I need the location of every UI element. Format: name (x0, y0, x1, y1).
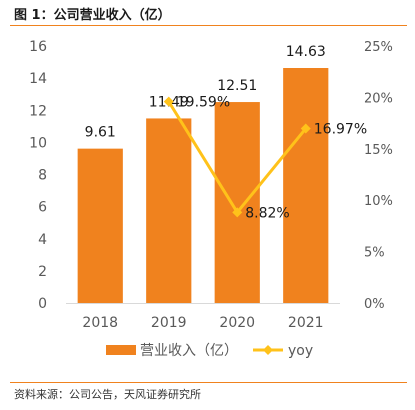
y-right-tick-label: 5% (364, 246, 385, 261)
yoy-data-label: 8.82% (245, 205, 289, 221)
legend-line-label: yoy (288, 343, 313, 359)
y-left-tick-label: 2 (38, 264, 47, 280)
bar-2019 (146, 118, 192, 304)
bar-data-label: 9.61 (85, 125, 116, 141)
source-note: 资料来源：公司公告，天风证券研究所 (14, 388, 201, 401)
y-right-tick-label: 15% (364, 143, 393, 158)
y-right-tick-label: 20% (364, 91, 393, 106)
y-right-tick-label: 0% (364, 297, 385, 312)
y-left-tick-label: 6 (38, 200, 47, 216)
yoy-point (232, 207, 243, 218)
legend-bar-swatch (106, 345, 136, 355)
x-tick-label: 2019 (151, 315, 187, 331)
figure-title: 图 1：公司营业收入（亿） (14, 8, 171, 23)
bar-2018 (77, 148, 123, 303)
bar-2021 (283, 68, 329, 304)
x-tick-label: 2020 (219, 315, 255, 331)
y-left-tick-label: 4 (38, 232, 47, 248)
top-rule (10, 25, 407, 26)
bar-data-label: 14.63 (286, 44, 326, 60)
bar-2020 (214, 102, 260, 303)
y-left-tick-label: 14 (29, 71, 47, 87)
legend-bar-label: 营业收入（亿） (140, 343, 238, 359)
y-left-tick-label: 0 (38, 296, 47, 312)
y-right-tick-label: 25% (364, 40, 393, 55)
y-left-tick-label: 8 (38, 168, 47, 184)
bar-data-label: 12.51 (217, 78, 257, 94)
x-tick-label: 2018 (82, 315, 118, 331)
yoy-point (163, 96, 174, 107)
y-left-tick-label: 12 (29, 103, 47, 119)
y-left-tick-label: 10 (29, 135, 47, 151)
yoy-revenue-chart: 0 2 4 6 8 10 12 14 16 0% 5% 10% 15% 20% 25% 2018 2019 202… (29, 39, 393, 359)
y-right-tick-label: 10% (364, 194, 393, 209)
y-left-tick-label: 16 (29, 39, 47, 55)
x-tick-label: 2021 (288, 315, 324, 331)
yoy-data-label: 16.97% (314, 122, 367, 138)
bottom-rule (10, 382, 407, 383)
yoy-point (300, 123, 311, 134)
yoy-data-label: 19.59% (177, 95, 230, 111)
legend-line-marker (263, 345, 273, 355)
